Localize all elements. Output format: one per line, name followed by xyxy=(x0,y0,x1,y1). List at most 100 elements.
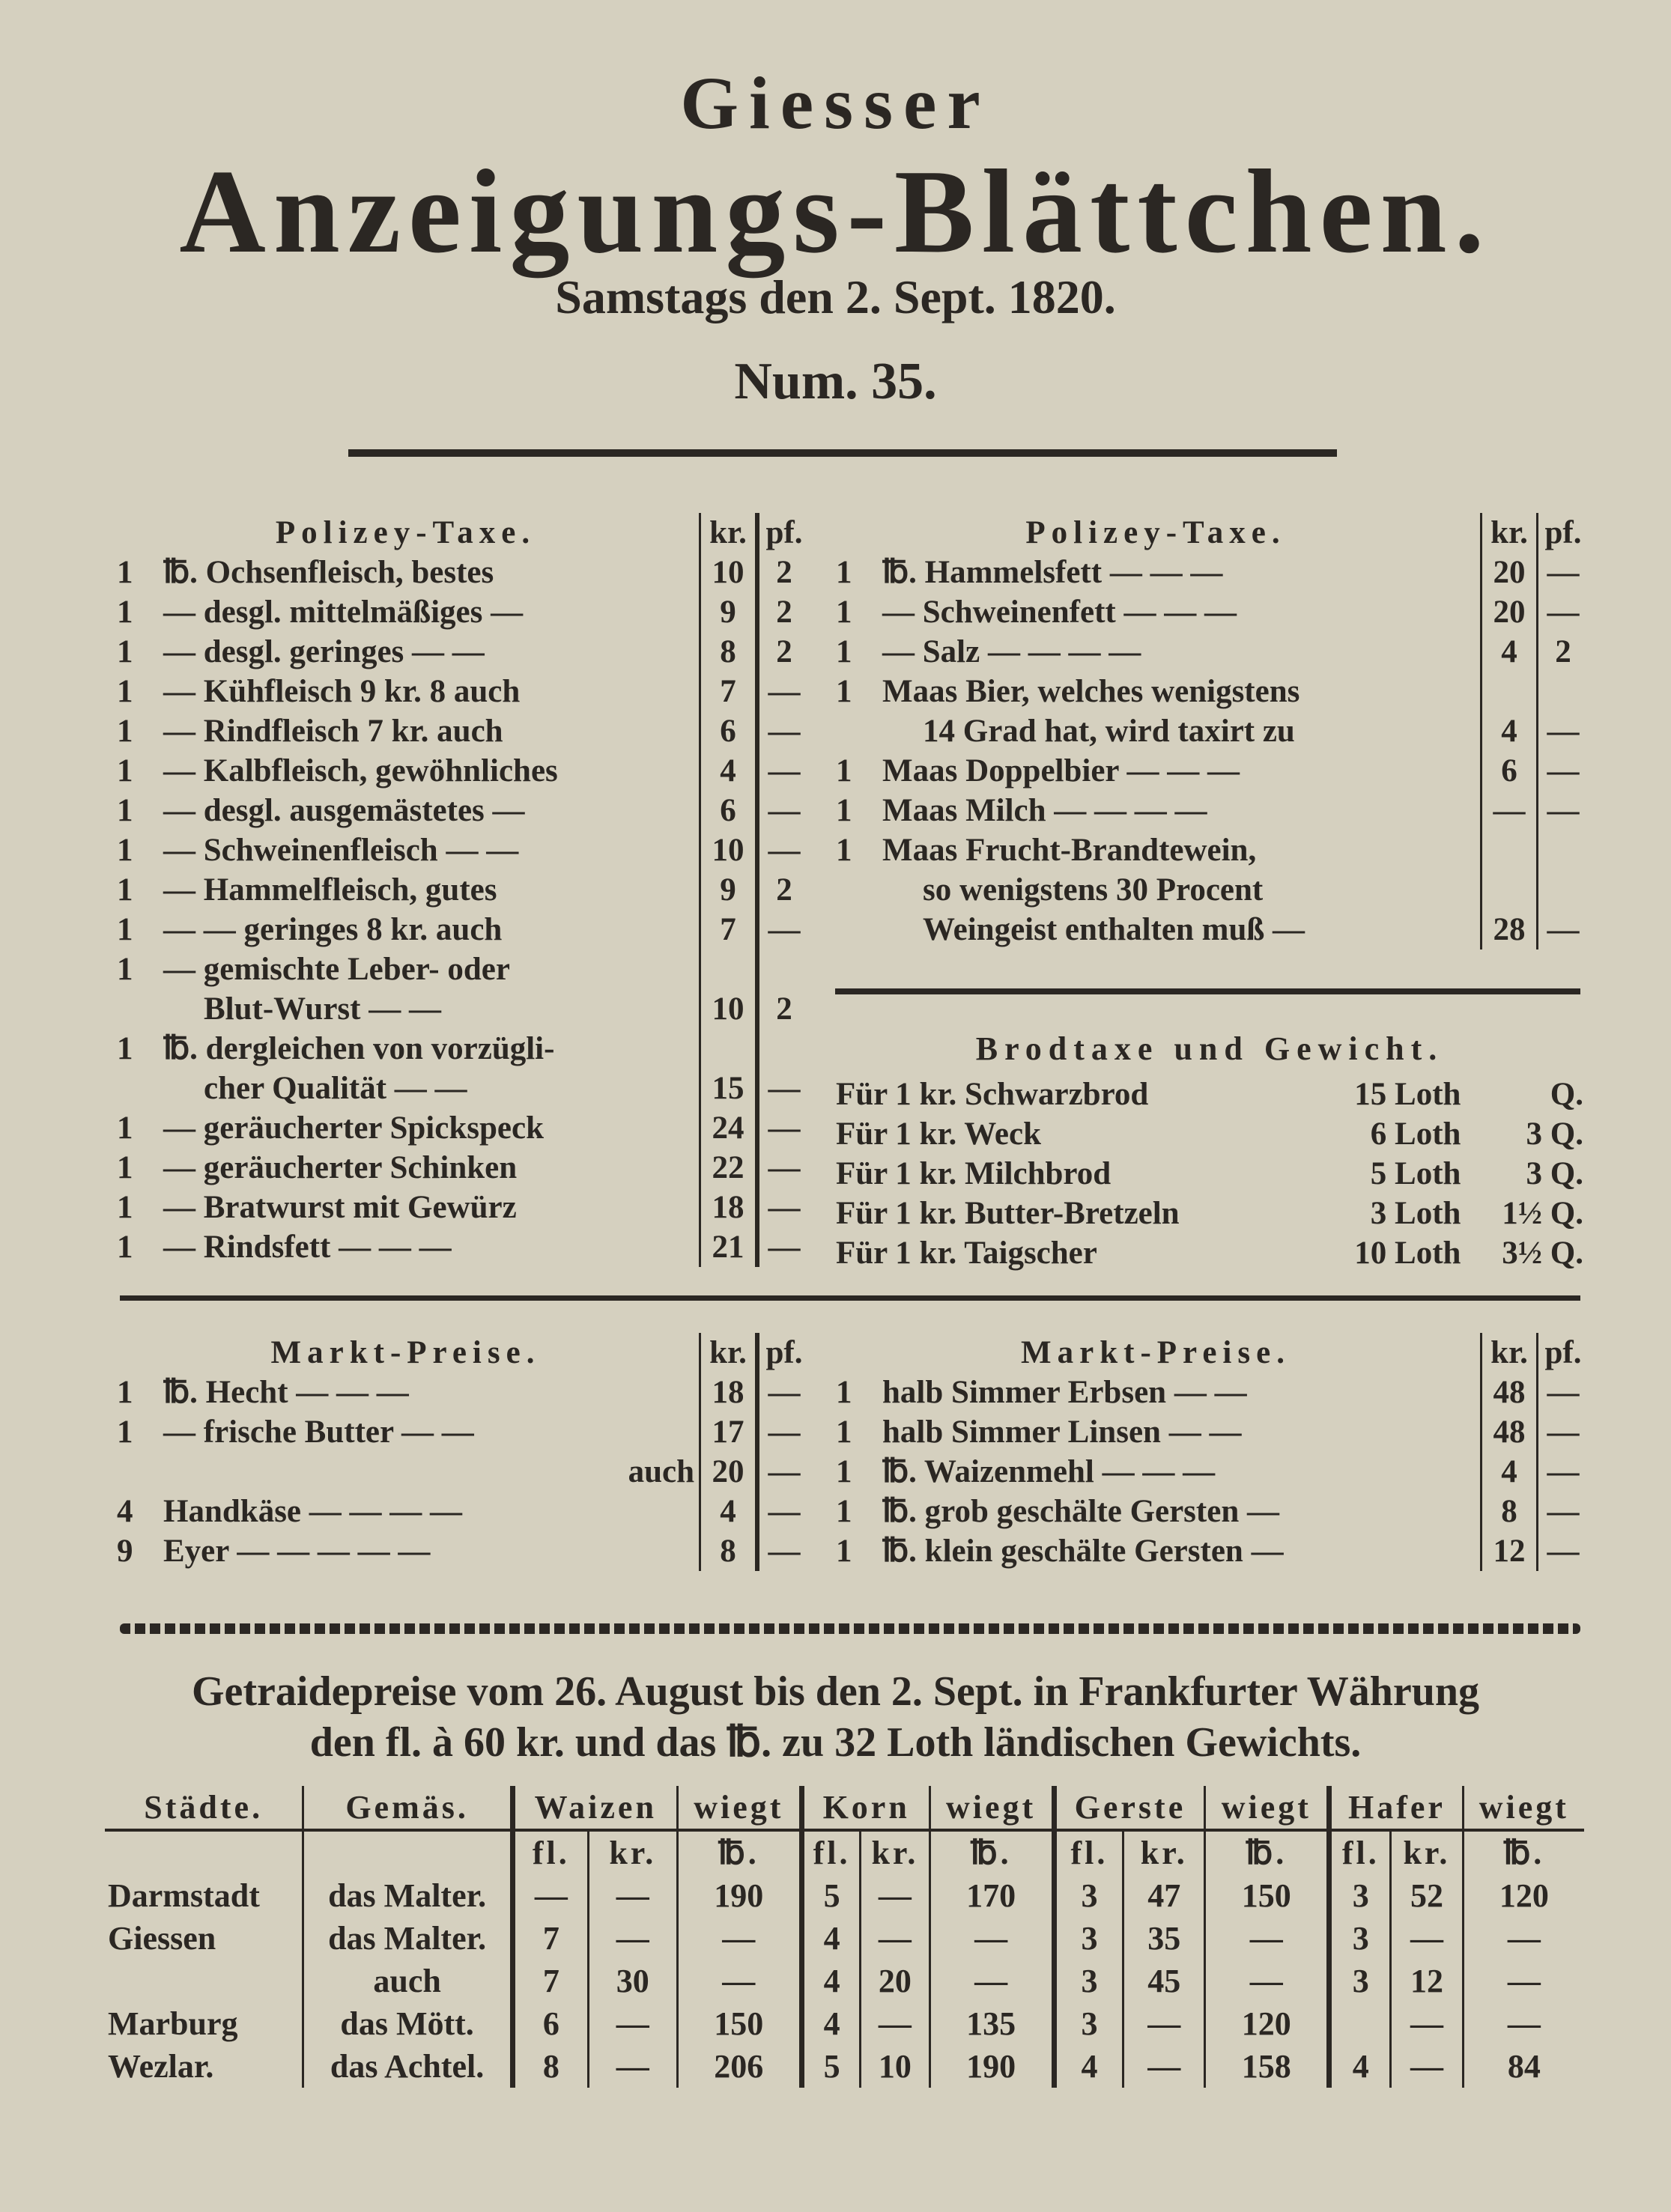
price-pf xyxy=(755,949,809,989)
price-kr: 20 xyxy=(1480,592,1538,632)
item-quantity: 1 xyxy=(117,833,133,868)
item-quantity: 1 xyxy=(117,1415,133,1450)
col-staedte: Städte. xyxy=(105,1786,303,1832)
cell-korn-kr: 10 xyxy=(859,2045,930,2088)
item-name: — desgl. ausgemästetes — xyxy=(163,793,525,828)
item-name: ℔. grob geschälte Gersten — xyxy=(882,1494,1279,1529)
cell-hafer-kr: — xyxy=(1389,2045,1464,2088)
cell-korn-wiegt: — xyxy=(928,1917,1055,1960)
price-row: Weingeist enthalten muß — 28— xyxy=(831,910,1588,949)
price-kr: 20 xyxy=(1480,553,1538,592)
cell-korn-wiegt: 170 xyxy=(928,1874,1055,1917)
cell-stadt: Wezlar. xyxy=(108,2048,214,2085)
cell-gerste-wiegt: — xyxy=(1204,1960,1329,2002)
price-row: 1 ℔. klein geschälte Gersten — 12— xyxy=(831,1531,1588,1571)
price-row: 1 Maas Bier, welches wenigstens xyxy=(831,672,1588,711)
section-heading: Polizey-Taxe. xyxy=(1025,515,1286,550)
getraide-heading: Getraidepreise vom 26. August bis den 2.… xyxy=(0,1666,1671,1768)
cell-gerste-fl: 3 xyxy=(1051,1917,1123,1960)
price-kr: 28 xyxy=(1480,910,1538,949)
price-kr xyxy=(699,949,757,989)
cell-korn-kr: — xyxy=(859,1874,930,1917)
item-quantity: 1 xyxy=(117,595,133,630)
getraide-row: Giessen das Malter. 7— —4— —3 35—3— — xyxy=(105,1917,1584,1960)
cell-stadt: Marburg xyxy=(108,2005,238,2042)
col-gemaes: Gemäs. xyxy=(302,1786,513,1832)
price-pf: — xyxy=(755,1188,809,1227)
price-kr: 4 xyxy=(699,751,757,791)
price-pf: — xyxy=(755,1108,809,1148)
price-row: auch 20— xyxy=(112,1452,809,1492)
item-quantity: 1 xyxy=(117,634,133,669)
cell-korn-wiegt: — xyxy=(928,1960,1055,2002)
price-kr: 48 xyxy=(1480,1373,1538,1412)
brodtaxe-rule xyxy=(835,988,1580,994)
price-row: 1 — Schweinenfett — — — 20— xyxy=(831,592,1588,632)
cell-gerste-kr: 47 xyxy=(1122,1874,1205,1917)
col-gerste-wiegt: wiegt xyxy=(1204,1786,1329,1832)
item-name: halb Simmer Erbsen — — xyxy=(882,1375,1247,1410)
price-pf: — xyxy=(755,1452,809,1492)
col-waizen-wiegt: wiegt xyxy=(676,1786,802,1832)
cell-waizen-fl: 7 xyxy=(509,1917,589,1960)
cell-waizen-fl: 8 xyxy=(509,2045,589,2088)
price-row: 1 — Salz — — — — 4 2 xyxy=(831,632,1588,672)
bread-weight-loth: 10 Loth xyxy=(1354,1236,1461,1271)
price-row: 1 ℔. Hammelsfett — — — 20— xyxy=(831,553,1588,592)
cell-waizen-wiegt: — xyxy=(676,1960,802,2002)
brodtaxe-row: Für 1 kr. Taigscher 10 Loth 3½ Q. xyxy=(831,1233,1588,1273)
cell-gemaes: das Achtel. xyxy=(302,2045,513,2088)
item-name: auch xyxy=(628,1454,694,1489)
price-kr: 17 xyxy=(699,1412,757,1452)
price-row: 1 — Rindsfett — — — 21— xyxy=(112,1227,809,1267)
cell-hafer-kr: — xyxy=(1389,2002,1464,2045)
price-kr: — xyxy=(1480,791,1538,830)
price-pf xyxy=(755,1029,809,1069)
price-pf: — xyxy=(1536,1373,1588,1412)
price-pf: — xyxy=(1536,751,1588,791)
cell-hafer-fl: 3 xyxy=(1326,1917,1391,1960)
col-pf: pf. xyxy=(755,513,809,553)
cell-korn-kr: 20 xyxy=(859,1960,930,2002)
item-name: cher Qualität — — xyxy=(204,1071,467,1106)
bread-weight-loth: 6 Loth xyxy=(1370,1116,1461,1152)
markt-preise-left: Markt-Preise. kr. pf. 1 ℔. Hecht — — —18—… xyxy=(112,1333,809,1571)
price-pf: — xyxy=(1536,1452,1588,1492)
cell-waizen-kr: 30 xyxy=(586,1960,678,2002)
price-pf: — xyxy=(755,1227,809,1267)
item-quantity: 1 xyxy=(117,1110,133,1146)
brodtaxe-row: Für 1 kr. Weck 6 Loth 3 Q. xyxy=(831,1114,1588,1154)
item-quantity: 1 xyxy=(836,1454,852,1489)
section-heading: Markt-Preise. xyxy=(1021,1335,1291,1370)
unit-fl: fl. xyxy=(798,1830,861,1874)
getraide-table: Städte. Gemäs. Waizen wiegt Korn wiegt G… xyxy=(105,1786,1584,2088)
item-quantity: 4 xyxy=(117,1494,133,1529)
price-kr xyxy=(1480,830,1538,870)
getraide-heading-line1: Getraidepreise vom 26. August bis den 2.… xyxy=(191,1668,1480,1715)
item-name: Maas Bier, welches wenigstens xyxy=(882,674,1300,709)
price-row: 1 ℔. Waizenmehl — — — 4— xyxy=(831,1452,1588,1492)
item-quantity: 1 xyxy=(836,793,852,828)
cell-waizen-wiegt: — xyxy=(676,1917,802,1960)
price-kr: 10 xyxy=(699,830,757,870)
cell-hafer-wiegt: — xyxy=(1461,2002,1584,2045)
item-name: — Hammelfleisch, gutes xyxy=(163,872,497,908)
item-quantity: 1 xyxy=(117,952,133,987)
item-name: — Salz — — — — xyxy=(882,634,1141,669)
item-name: 14 Grad hat, wird taxirt zu xyxy=(923,714,1295,749)
col-pf: pf. xyxy=(1536,1333,1588,1373)
price-kr: 10 xyxy=(699,553,757,592)
item-name: halb Simmer Linsen — — xyxy=(882,1415,1242,1450)
item-quantity: 1 xyxy=(836,634,852,669)
price-row: 1 ℔. Ochsenfleisch, bestes 10 2 xyxy=(112,553,809,592)
cell-stadt xyxy=(105,1960,303,2002)
price-row: 1 — — geringes 8 kr. auch 7— xyxy=(112,910,809,949)
bread-weight-q: 3 Q. xyxy=(1526,1116,1583,1152)
item-quantity: 1 xyxy=(117,1375,133,1410)
item-quantity: 1 xyxy=(117,753,133,789)
price-row: 1 — frische Butter — — 17— xyxy=(112,1412,809,1452)
price-pf: 2 xyxy=(755,870,809,910)
price-pf: — xyxy=(755,910,809,949)
unit-kr: kr. xyxy=(1389,1830,1464,1874)
price-pf: — xyxy=(755,1373,809,1412)
